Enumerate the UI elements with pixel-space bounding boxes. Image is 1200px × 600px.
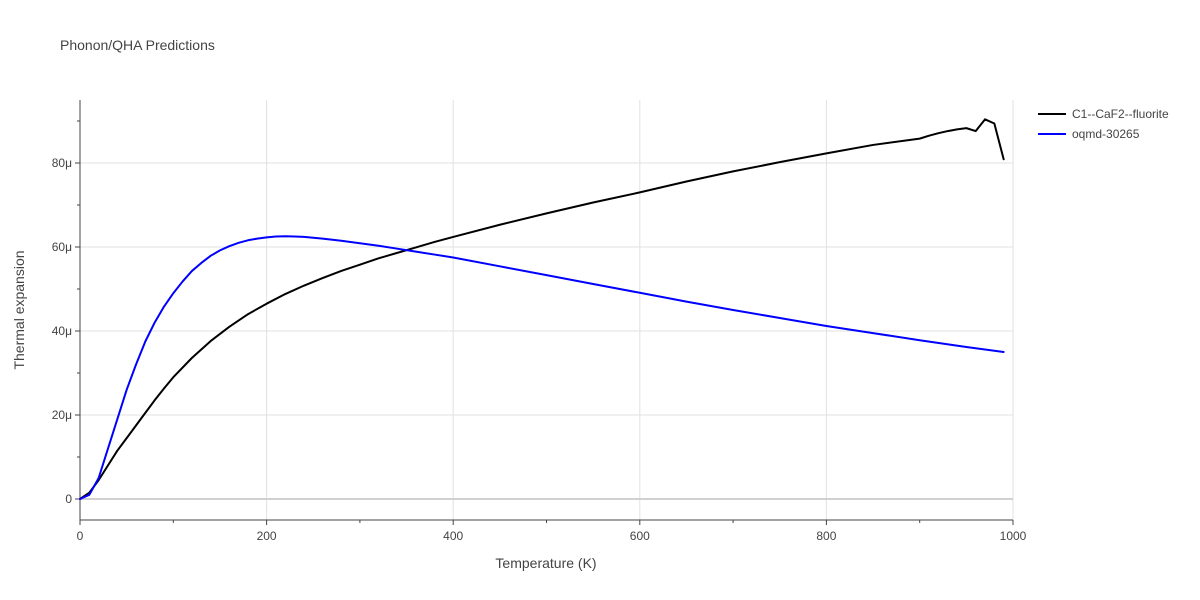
tick-labels: 0 200 400 600 800 1000 0 20μ 40μ 60μ 80μ (52, 156, 1027, 543)
chart-title: Phonon/QHA Predictions (60, 37, 215, 53)
legend-label: C1--CaF2--fluorite (1072, 107, 1169, 121)
x-tick-label: 200 (257, 529, 277, 543)
legend-label: oqmd-30265 (1072, 127, 1140, 141)
y-tick-label: 20μ (52, 408, 72, 422)
x-tick-label: 400 (443, 529, 463, 543)
axes (75, 100, 1014, 525)
x-tick-label: 0 (77, 529, 84, 543)
series-line-0[interactable] (79, 118, 1005, 500)
gridlines (80, 100, 1014, 520)
legend[interactable]: C1--CaF2--fluorite oqmd-30265 (1038, 107, 1169, 141)
series-line-1[interactable] (79, 235, 1005, 500)
series-lines (79, 118, 1005, 500)
y-tick-label: 80μ (52, 156, 72, 170)
x-tick-label: 1000 (1000, 529, 1027, 543)
y-axis-title: Thermal expansion (11, 250, 27, 369)
x-axis-title: Temperature (K) (495, 555, 596, 571)
y-tick-label: 60μ (52, 240, 72, 254)
y-tick-label: 40μ (52, 324, 72, 338)
x-tick-label: 600 (630, 529, 650, 543)
x-tick-label: 800 (816, 529, 836, 543)
legend-item-0[interactable]: C1--CaF2--fluorite (1038, 107, 1169, 121)
legend-item-1[interactable]: oqmd-30265 (1038, 127, 1140, 141)
y-tick-label: 0 (65, 492, 72, 506)
